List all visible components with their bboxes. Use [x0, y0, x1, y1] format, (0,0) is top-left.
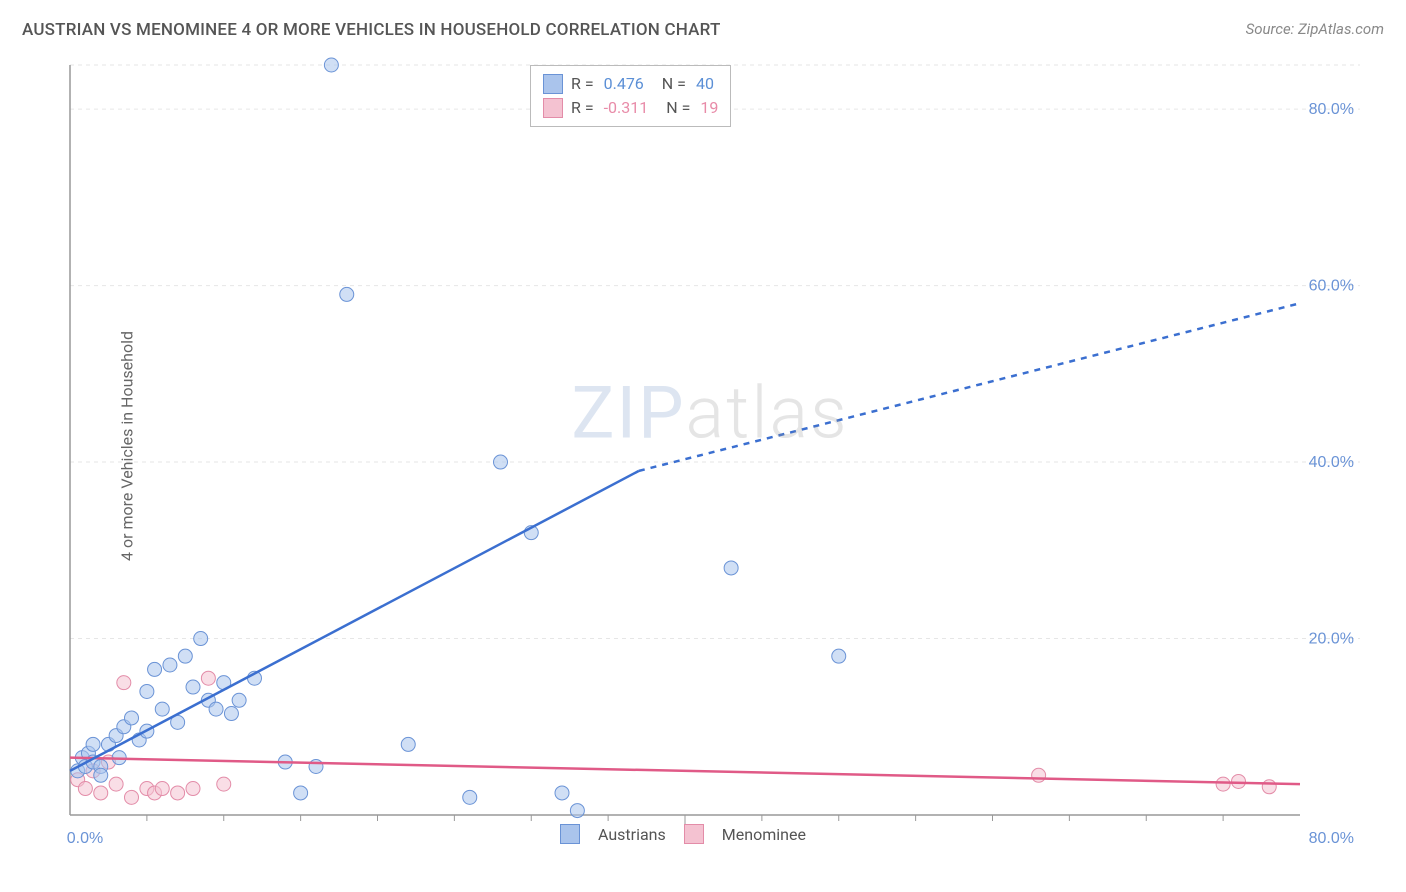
austrians-point [86, 737, 100, 751]
r-label: R = [571, 72, 594, 96]
source-attribution: Source: ZipAtlas.com [1246, 20, 1384, 38]
series-legend: Austrians Menominee [560, 824, 806, 844]
legend-label-austrians: Austrians [598, 825, 666, 844]
austrians-point [140, 684, 154, 698]
menominee-point [117, 676, 131, 690]
menominee-point [201, 671, 215, 685]
y-tick-label: 60.0% [1309, 278, 1354, 295]
menominee-point [78, 782, 92, 796]
austrians-point [186, 680, 200, 694]
n-label: N = [666, 96, 690, 120]
x-tick-label-left: 0.0% [67, 830, 103, 847]
menominee-point [155, 782, 169, 796]
legend-swatch-austrians-icon [560, 824, 580, 844]
austrians-point [294, 786, 308, 800]
austrians-point [155, 702, 169, 716]
swatch-austrians-icon [543, 74, 563, 94]
legend-label-menominee: Menominee [722, 825, 806, 844]
austrians-point [232, 693, 246, 707]
austrians-point [94, 768, 108, 782]
chart-title: AUSTRIAN VS MENOMINEE 4 OR MORE VEHICLES… [22, 20, 721, 40]
austrians-point [148, 662, 162, 676]
stats-legend: R = 0.476 N = 40 R = -0.311 N = 19 [530, 65, 731, 127]
austrians-point [324, 58, 338, 72]
menominee-point [1032, 768, 1046, 782]
austrians-point [194, 632, 208, 646]
menominee-point [186, 782, 200, 796]
austrians-point [224, 707, 238, 721]
austrians-point [401, 737, 415, 751]
austrians-point [555, 786, 569, 800]
menominee-point [94, 786, 108, 800]
austrians-point [570, 804, 584, 818]
x-tick-label-right: 80.0% [1309, 830, 1354, 847]
stats-legend-row-2: R = -0.311 N = 19 [543, 96, 718, 120]
y-tick-label: 80.0% [1309, 101, 1354, 118]
menominee-point [217, 777, 231, 791]
stats-legend-row-1: R = 0.476 N = 40 [543, 72, 718, 96]
menominee-point [171, 786, 185, 800]
menominee-point [1216, 777, 1230, 791]
austrians-point [163, 658, 177, 672]
austrians-trendline [70, 471, 639, 771]
menominee-point [125, 790, 139, 804]
austrians-point [340, 287, 354, 301]
austrians-point [178, 649, 192, 663]
menominee-point [109, 777, 123, 791]
menominee-point [1262, 780, 1276, 794]
austrians-trendline-projected [639, 303, 1300, 471]
y-tick-label: 20.0% [1309, 631, 1354, 648]
r-value-1: 0.476 [604, 72, 644, 96]
r-value-2: -0.311 [604, 96, 649, 120]
n-label: N = [662, 72, 686, 96]
swatch-menominee-icon [543, 98, 563, 118]
n-value-1: 40 [696, 72, 714, 96]
austrians-point [494, 455, 508, 469]
y-tick-label: 40.0% [1309, 454, 1354, 471]
menominee-trendline [70, 758, 1300, 784]
legend-swatch-menominee-icon [684, 824, 704, 844]
austrians-point [209, 702, 223, 716]
austrians-point [463, 790, 477, 804]
scatter-chart: 20.0%40.0%60.0%80.0%0.0%80.0% ZIPatlas R… [60, 55, 1360, 850]
austrians-point [724, 561, 738, 575]
chart-svg: 20.0% 40.0% 60.0% 80.0% 0.0% 80.0% [60, 55, 1360, 850]
austrians-point [832, 649, 846, 663]
austrians-point [125, 711, 139, 725]
austrians-point [309, 759, 323, 773]
n-value-2: 19 [700, 96, 718, 120]
r-label: R = [571, 96, 594, 120]
